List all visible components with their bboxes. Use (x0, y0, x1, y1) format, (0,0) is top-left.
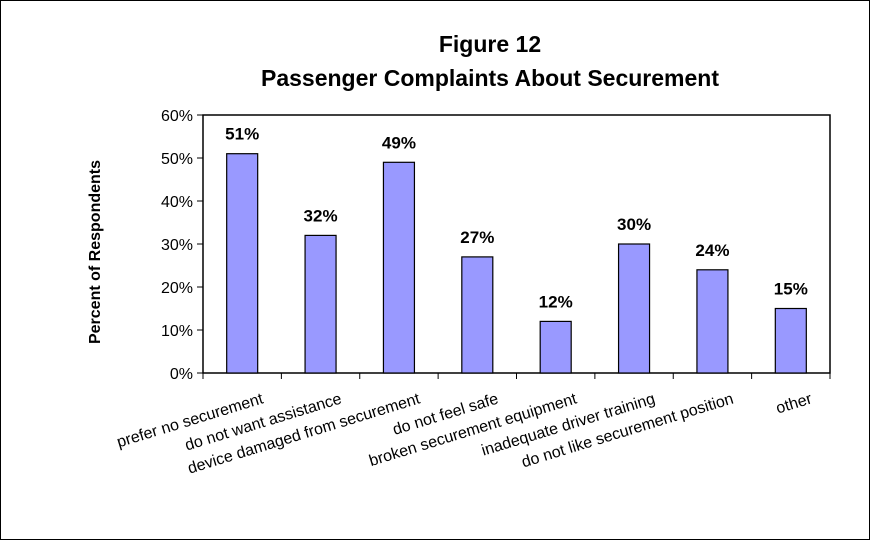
y-tick-label: 30% (161, 237, 193, 254)
plot-border (202, 114, 831, 374)
y-tick-label: 0% (170, 366, 193, 383)
bar (226, 153, 259, 374)
data-label: 30% (617, 215, 651, 234)
y-tick-label: 40% (161, 194, 193, 211)
data-label: 51% (225, 125, 259, 144)
data-label: 32% (304, 206, 338, 225)
y-tick-label: 50% (161, 151, 193, 168)
chart-title: Figure 12 (439, 31, 541, 57)
bar (382, 161, 416, 374)
data-label: 15% (774, 280, 808, 299)
y-axis-label: Percent of Respondents (87, 160, 104, 344)
data-label: 49% (382, 133, 416, 152)
y-tick-label: 20% (161, 280, 193, 297)
bar (696, 269, 729, 374)
data-label: 24% (695, 241, 729, 260)
data-label: 27% (460, 228, 494, 247)
plot-area: 0%10%20%30%40%50%60%51%prefer no securem… (115, 108, 831, 478)
bar (539, 320, 572, 374)
bar (774, 307, 807, 374)
x-tick-label: other (774, 390, 814, 417)
bar (617, 243, 651, 374)
chart-subtitle: Passenger Complaints About Securement (261, 65, 719, 91)
bar (461, 256, 494, 374)
y-tick-label: 60% (161, 108, 193, 125)
y-tick-label: 10% (161, 323, 193, 340)
bar (304, 234, 337, 374)
data-label: 12% (539, 292, 573, 311)
